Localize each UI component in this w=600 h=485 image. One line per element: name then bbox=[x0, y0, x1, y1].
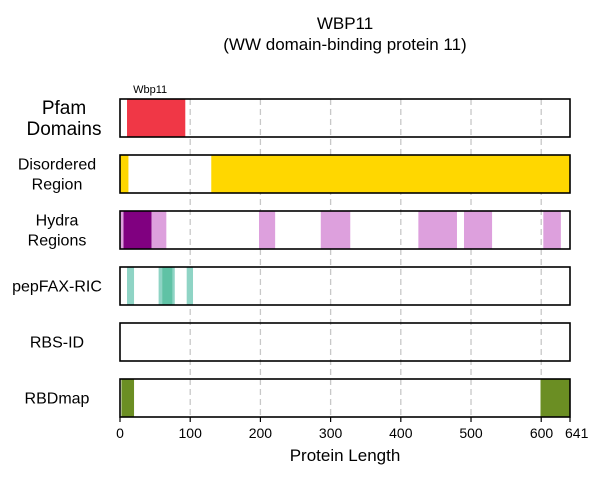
track-frame bbox=[119, 98, 571, 138]
track-hydra-regions: Hydra Regions bbox=[28, 210, 571, 250]
track-pepfax-ric: pepFAX-RIC bbox=[12, 266, 571, 306]
x-tick-label: 300 bbox=[319, 425, 343, 441]
grid-lines bbox=[189, 99, 542, 417]
track-rbdmap: RBDmap bbox=[25, 378, 571, 418]
track-segment bbox=[543, 211, 561, 249]
track-segment bbox=[158, 267, 163, 305]
track-frame bbox=[119, 266, 571, 306]
track-segment bbox=[259, 211, 276, 249]
track-frame bbox=[119, 378, 571, 418]
track-segment bbox=[186, 267, 194, 305]
x-tick-label: 100 bbox=[179, 425, 203, 441]
track-label: Regions bbox=[28, 233, 87, 250]
x-tick-label: 600 bbox=[530, 425, 554, 441]
track-segment bbox=[211, 155, 570, 193]
x-axis-label: Protein Length bbox=[290, 446, 401, 465]
x-axis: 0 100 200 300 400 500 600 641 bbox=[116, 417, 589, 441]
track-segment bbox=[418, 211, 457, 249]
track-segment bbox=[120, 155, 129, 193]
track-label: Hydra bbox=[36, 213, 79, 230]
track-segment bbox=[151, 211, 167, 249]
track-label: RBS-ID bbox=[30, 335, 84, 352]
x-tick-label: 200 bbox=[249, 425, 273, 441]
track-segment bbox=[172, 267, 175, 305]
track-frame bbox=[119, 154, 571, 194]
track-segment bbox=[162, 267, 173, 305]
track-label: RBDmap bbox=[25, 391, 90, 408]
track-segment bbox=[127, 267, 135, 305]
x-tick-label: 641 bbox=[565, 425, 589, 441]
chart-subtitle: (WW domain-binding protein 11) bbox=[223, 35, 466, 54]
track-rbs-id: RBS-ID bbox=[30, 322, 571, 362]
track-segment bbox=[463, 211, 493, 249]
track-label: Domains bbox=[27, 119, 102, 140]
track-segment bbox=[121, 379, 135, 417]
x-tick-label: 500 bbox=[459, 425, 483, 441]
track-frame bbox=[119, 210, 571, 250]
track-frame bbox=[119, 322, 571, 362]
chart-title: WBP11 bbox=[317, 14, 373, 33]
track-label: Pfam bbox=[42, 98, 86, 119]
track-segment bbox=[120, 211, 124, 249]
domain-label: Wbp11 bbox=[133, 84, 167, 96]
x-tick-label: 400 bbox=[389, 425, 413, 441]
track-segment bbox=[540, 379, 570, 417]
track-disordered-region: Disordered Region bbox=[18, 154, 571, 194]
track-label: Disordered bbox=[18, 157, 96, 174]
track-segment bbox=[320, 211, 351, 249]
track-segment bbox=[123, 211, 152, 249]
track-label: Region bbox=[32, 177, 83, 194]
track-label: pepFAX-RIC bbox=[12, 279, 102, 296]
track-segment bbox=[127, 99, 186, 137]
x-tick-label: 0 bbox=[116, 425, 124, 441]
